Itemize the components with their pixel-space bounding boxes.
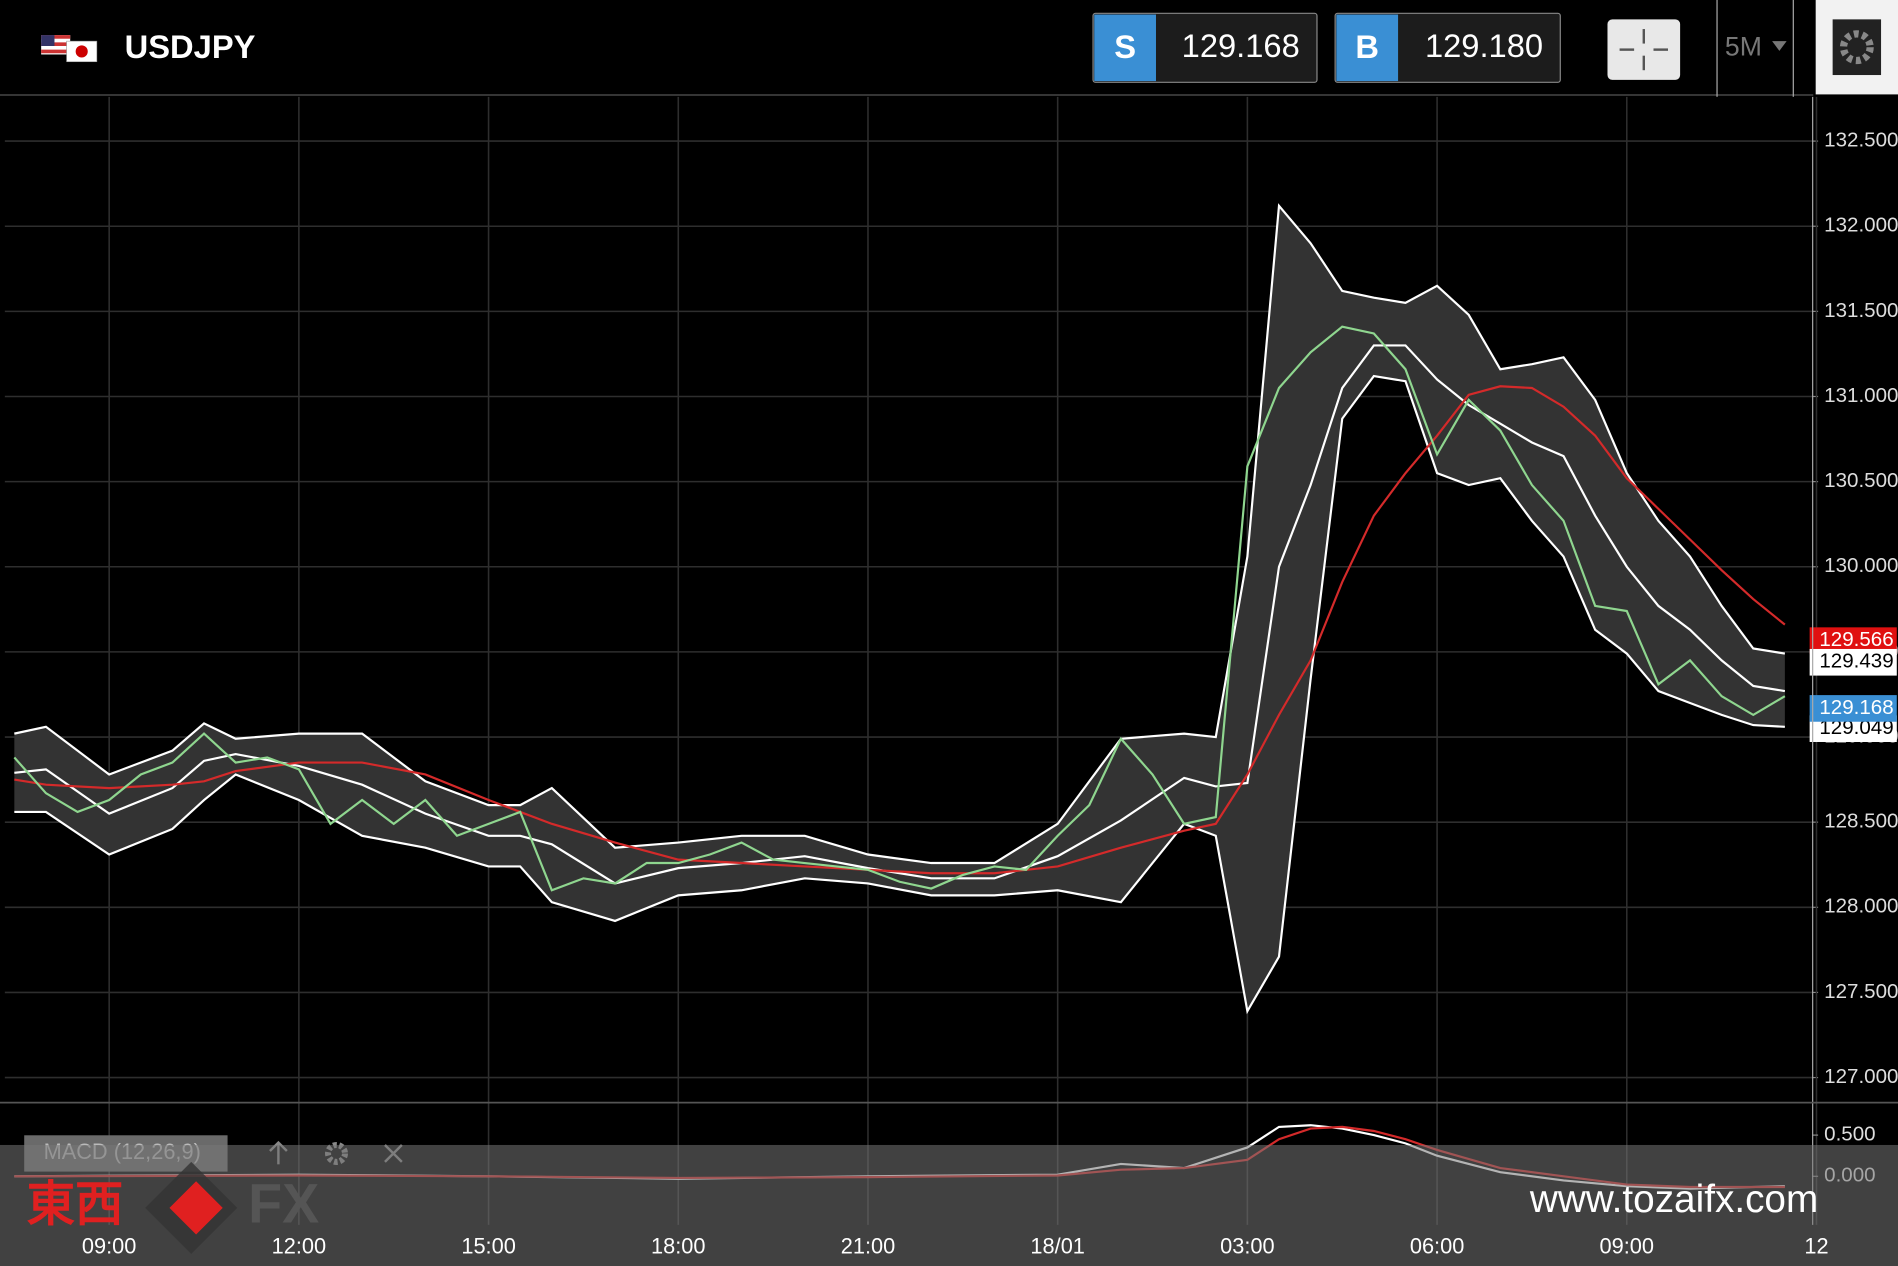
- y-tick-label: 128.000: [1824, 895, 1898, 918]
- header-bar: [0, 0, 1898, 95]
- brand-logo: [145, 1161, 238, 1254]
- series-line: [14, 344, 1786, 885]
- buy-button[interactable]: B 129.180: [1334, 12, 1561, 83]
- price-tag-label: 129.439: [1819, 650, 1893, 673]
- y-tick-label: 127.000: [1824, 1065, 1898, 1088]
- x-tick-label: 09:00: [1600, 1234, 1654, 1259]
- x-tick-label: 15:00: [461, 1234, 515, 1259]
- y-tick-label: 0.500: [1824, 1123, 1875, 1146]
- series-line: [14, 374, 1785, 1015]
- timeframe-label: 5M: [1725, 31, 1762, 61]
- x-tick-label: 06:00: [1410, 1234, 1464, 1259]
- y-tick-label: 131.500: [1824, 299, 1898, 322]
- x-axis-labels: 09:00 12:00 15:00 18:00 21:00 18/01 03:00 06:00…: [82, 1234, 1829, 1259]
- price-tag: [1809, 648, 1897, 676]
- x-tick-label: 12:00: [272, 1234, 326, 1259]
- pair-name: USDJPY: [125, 28, 256, 65]
- settings-button[interactable]: [1815, 0, 1898, 95]
- y-tick-label: 132.000: [1824, 214, 1898, 237]
- x-tick-label: 03:00: [1220, 1234, 1274, 1259]
- brand-kanji: 東西: [27, 1178, 124, 1232]
- x-tick-label: 18:00: [651, 1234, 705, 1259]
- x-tick-label: 09:00: [82, 1234, 136, 1259]
- y-tick-label: 131.000: [1824, 384, 1898, 407]
- price-tag-label: 129.049: [1819, 716, 1893, 739]
- plot-layer: 127.000127.500128.000128.500129.000129.5…: [0, 96, 1898, 1225]
- series-line: [14, 385, 1786, 875]
- y-tick-label: 130.500: [1824, 469, 1898, 492]
- buy-label: B: [1355, 28, 1379, 65]
- x-tick-label: 18/01: [1030, 1234, 1084, 1259]
- flag-icon: [41, 35, 98, 63]
- timeframe-button[interactable]: 5M: [1725, 31, 1787, 61]
- x-tick-label: 12: [1804, 1234, 1828, 1259]
- watermark-band: [0, 1144, 1898, 1266]
- brand-fx: FX: [248, 1173, 319, 1235]
- price-tag: [1809, 695, 1897, 722]
- bollinger-band-fill: [14, 205, 1785, 1012]
- y-tick-label: 132.500: [1824, 129, 1898, 152]
- sell-price: 129.168: [1182, 27, 1300, 64]
- y-tick-label: 128.500: [1824, 810, 1898, 833]
- price-tag-label: 129.566: [1819, 628, 1893, 651]
- price-tag-label: 129.168: [1819, 696, 1893, 719]
- crosshair-button[interactable]: [1607, 19, 1681, 80]
- x-tick-label: 21:00: [841, 1234, 895, 1259]
- series-line: [13, 325, 1786, 892]
- buy-price: 129.180: [1425, 27, 1543, 64]
- brand-url: www.tozaifx.com: [1529, 1178, 1818, 1221]
- sell-button[interactable]: S 129.168: [1092, 12, 1318, 83]
- y-tick-label: 127.500: [1824, 980, 1898, 1003]
- y-tick-label: 130.000: [1824, 554, 1898, 577]
- sell-label: S: [1114, 28, 1136, 65]
